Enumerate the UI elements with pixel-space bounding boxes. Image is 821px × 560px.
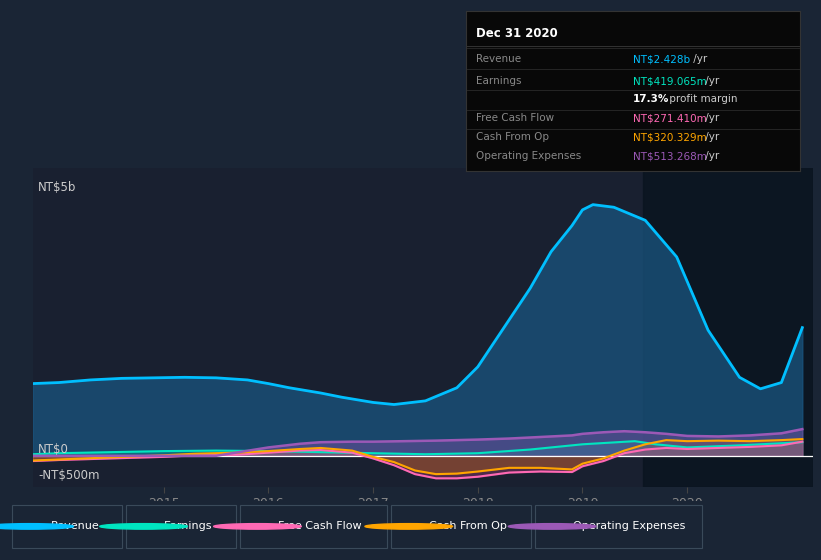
Text: Revenue: Revenue [50, 521, 99, 531]
Text: Revenue: Revenue [475, 54, 521, 64]
Text: Cash From Op: Cash From Op [429, 521, 507, 531]
Text: Free Cash Flow: Free Cash Flow [278, 521, 362, 531]
Text: Earnings: Earnings [475, 76, 521, 86]
Text: Operating Expenses: Operating Expenses [573, 521, 686, 531]
Text: /yr: /yr [702, 76, 719, 86]
Circle shape [508, 524, 596, 529]
Text: NT$513.268m: NT$513.268m [632, 151, 706, 161]
Text: Cash From Op: Cash From Op [475, 132, 548, 142]
Text: /yr: /yr [690, 54, 708, 64]
Text: profit margin: profit margin [666, 94, 737, 104]
Text: NT$320.329m: NT$320.329m [632, 132, 706, 142]
Text: /yr: /yr [702, 132, 719, 142]
Text: Free Cash Flow: Free Cash Flow [475, 113, 553, 123]
Text: /yr: /yr [702, 151, 719, 161]
Text: NT$271.410m: NT$271.410m [632, 113, 706, 123]
Circle shape [0, 524, 74, 529]
Text: 17.3%: 17.3% [632, 94, 669, 104]
Text: Operating Expenses: Operating Expenses [475, 151, 580, 161]
Circle shape [213, 524, 301, 529]
Text: NT$0: NT$0 [38, 443, 69, 456]
Text: -NT$500m: -NT$500m [38, 469, 99, 482]
Circle shape [100, 524, 187, 529]
Circle shape [365, 524, 452, 529]
Bar [643, 168, 813, 487]
Text: NT$5b: NT$5b [38, 181, 76, 194]
Text: NT$419.065m: NT$419.065m [632, 76, 706, 86]
Text: /yr: /yr [702, 113, 719, 123]
Text: Earnings: Earnings [164, 521, 213, 531]
Text: NT$2.428b: NT$2.428b [632, 54, 690, 64]
Text: Dec 31 2020: Dec 31 2020 [475, 27, 557, 40]
